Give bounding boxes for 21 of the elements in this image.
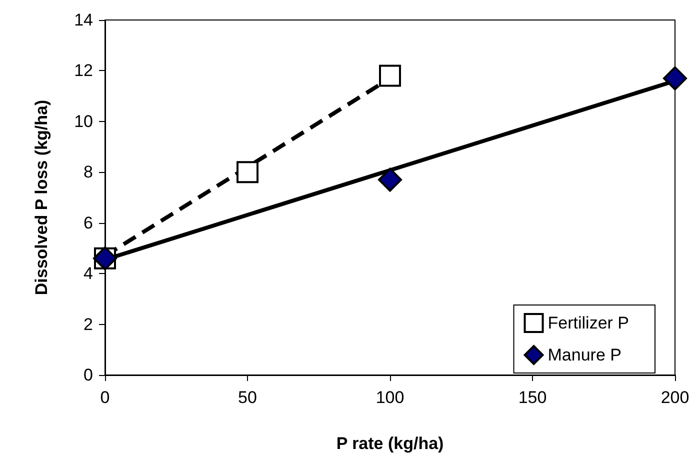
y-tick-label: 12 (74, 61, 93, 80)
point (236, 161, 258, 184)
point (379, 64, 401, 87)
y-tick-label: 4 (84, 264, 93, 284)
y-tick-label: 2 (84, 314, 93, 334)
x-tick-label: 50 (238, 388, 257, 407)
y-tick-label: 0 (84, 366, 93, 384)
point (663, 66, 687, 90)
legend-label: Fertilizer P (548, 314, 630, 332)
y-tick-label: 6 (84, 213, 93, 232)
point (378, 168, 402, 192)
x-tick-label: 150 (518, 388, 547, 407)
y-tick-label: 14 (74, 10, 93, 30)
y-axis-title: Dissolved P loss (kg/ha) (32, 100, 51, 296)
y-tick-label: 8 (84, 162, 93, 182)
x-axis-title: P rate (kg/ha) (336, 434, 444, 453)
y-tick-label: 10 (74, 112, 93, 131)
x-tick-label: 100 (376, 388, 404, 407)
x-tick-label: 0 (100, 388, 110, 407)
legend-label: Manure P (548, 346, 622, 364)
x-tick-label: 200 (660, 388, 690, 407)
